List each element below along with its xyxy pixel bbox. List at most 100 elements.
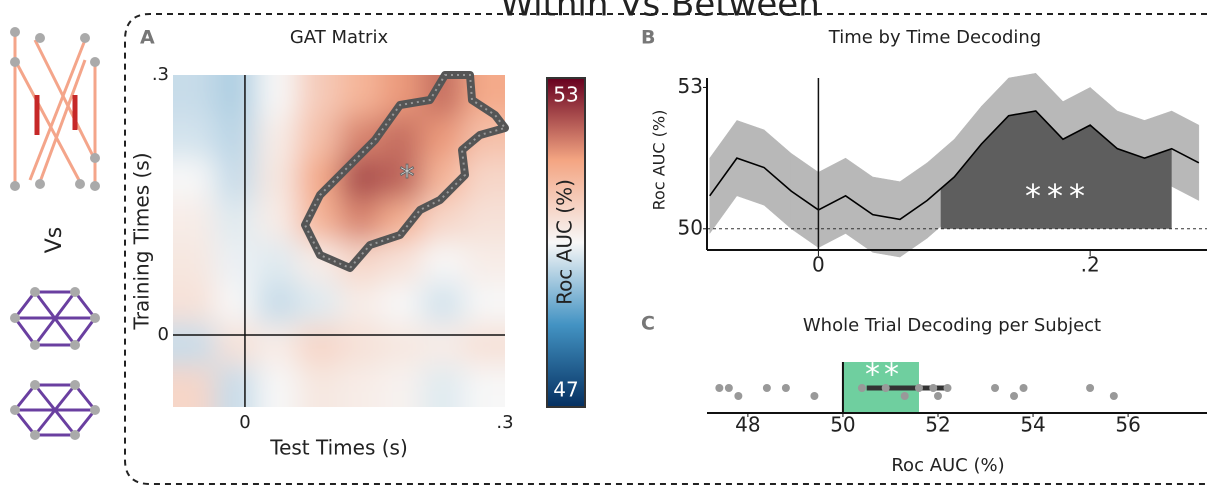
significant-area — [940, 110, 1172, 229]
heatmap-cell — [256, 199, 298, 241]
heatmap-cell — [173, 116, 215, 158]
subject-dot — [914, 384, 923, 392]
colorbar-label: Roc AUC (%) — [553, 179, 577, 305]
y-tick-label: 0 — [158, 324, 169, 345]
subject-dot — [1010, 392, 1019, 400]
y-tick-label: 53 — [678, 74, 703, 98]
colorbar-max: 53 — [553, 83, 578, 107]
heatmap-cell — [173, 282, 215, 324]
heatmap-cell — [463, 158, 505, 200]
heatmap-cell — [339, 365, 381, 407]
heatmap-cell — [256, 241, 298, 283]
heatmap-cell — [380, 241, 422, 283]
subject-dot — [1019, 384, 1028, 392]
heatmap-cell — [380, 365, 422, 407]
heatmap-cell — [380, 324, 422, 366]
heatmap-cell — [173, 199, 215, 241]
heatmap-cell — [463, 282, 505, 324]
subject-dot — [762, 384, 771, 392]
figure-title: Within Vs Between — [500, 0, 820, 25]
heatmap-cell — [173, 365, 215, 407]
mean-line — [709, 110, 1200, 221]
subject-dot — [1086, 384, 1095, 392]
heatmap-cell — [463, 241, 505, 283]
heatmap-cell — [463, 199, 505, 241]
heatmap-cell — [422, 282, 464, 324]
heatmap-cell — [339, 199, 381, 241]
y-tick-label: .3 — [152, 64, 169, 85]
heatmap-cell — [256, 75, 298, 117]
chart-title: Whole Trial Decoding per Subject — [803, 315, 1101, 336]
heatmap-cell — [214, 324, 256, 366]
heatmap-cell — [422, 324, 464, 366]
subject-dot — [943, 384, 952, 392]
heatmap-cell — [339, 75, 381, 117]
x-axis-label: Roc AUC (%) — [891, 455, 1004, 476]
heatmap-cell — [214, 241, 256, 283]
heatmap-cell — [297, 116, 339, 158]
heatmap-cell — [422, 116, 464, 158]
subject-dot — [724, 384, 733, 392]
x-tick-label: 0 — [812, 253, 825, 277]
x-axis-label: Test Times (s) — [269, 436, 408, 460]
y-axis-label: Roc AUC (%) — [650, 110, 669, 211]
heatmap-cell — [214, 75, 256, 117]
chart-title: GAT Matrix — [290, 27, 389, 48]
y-tick-label: 50 — [678, 215, 703, 239]
frame — [124, 13, 1207, 485]
heatmap — [173, 75, 505, 407]
heatmap-cell — [173, 241, 215, 283]
heatmap-cell — [214, 116, 256, 158]
subject-dot — [734, 392, 743, 400]
left-icons: Vs — [10, 27, 100, 440]
heatmap-cell — [173, 324, 215, 366]
heatmap-cell — [422, 365, 464, 407]
heatmap-cell — [256, 282, 298, 324]
chart-title: Time by Time Decoding — [828, 27, 1041, 48]
heatmap-cell — [297, 324, 339, 366]
annotation: * — [400, 160, 415, 195]
panel-label: B — [641, 27, 655, 49]
heatmap-cell — [214, 199, 256, 241]
svg-text:Vs: Vs — [42, 227, 67, 254]
heatmap-cell — [297, 365, 339, 407]
heatmap-cell — [339, 282, 381, 324]
heatmap-cell — [297, 75, 339, 117]
colorbar — [546, 77, 586, 408]
subject-dot — [715, 384, 724, 392]
subject-dot — [781, 384, 790, 392]
x-tick-label: .2 — [1081, 253, 1100, 277]
heatmap-cell — [256, 158, 298, 200]
annotation: *** — [1025, 177, 1091, 215]
heatmap-cell — [256, 116, 298, 158]
x-tick-label: .3 — [496, 412, 513, 433]
panel-label: C — [641, 313, 655, 335]
heatmap-cell — [463, 365, 505, 407]
heatmap-cell — [256, 365, 298, 407]
x-tick-label: 0 — [239, 412, 250, 433]
heatmap-cell — [380, 282, 422, 324]
heatmap-cell — [173, 75, 215, 117]
subject-dot — [929, 384, 938, 392]
heatmap-cell — [214, 365, 256, 407]
subject-dot — [881, 384, 890, 392]
panel-label: A — [140, 27, 155, 49]
heatmap-cell — [256, 324, 298, 366]
colorbar-min: 47 — [553, 378, 578, 402]
heatmap-cell — [422, 241, 464, 283]
subject-dot — [857, 384, 866, 392]
subject-dot — [1109, 392, 1118, 400]
heatmap-cell — [463, 324, 505, 366]
heatmap-cell — [214, 282, 256, 324]
heatmap-cell — [173, 158, 215, 200]
heatmap-cell — [297, 282, 339, 324]
subject-dot — [900, 392, 909, 400]
subject-dot — [933, 392, 942, 400]
heatmap-cell — [214, 158, 256, 200]
subject-dot — [991, 384, 1000, 392]
subject-dot — [810, 392, 819, 400]
heatmap-cell — [339, 324, 381, 366]
y-axis-label: Training Times (s) — [130, 152, 154, 330]
heatmap-cell — [380, 158, 422, 200]
